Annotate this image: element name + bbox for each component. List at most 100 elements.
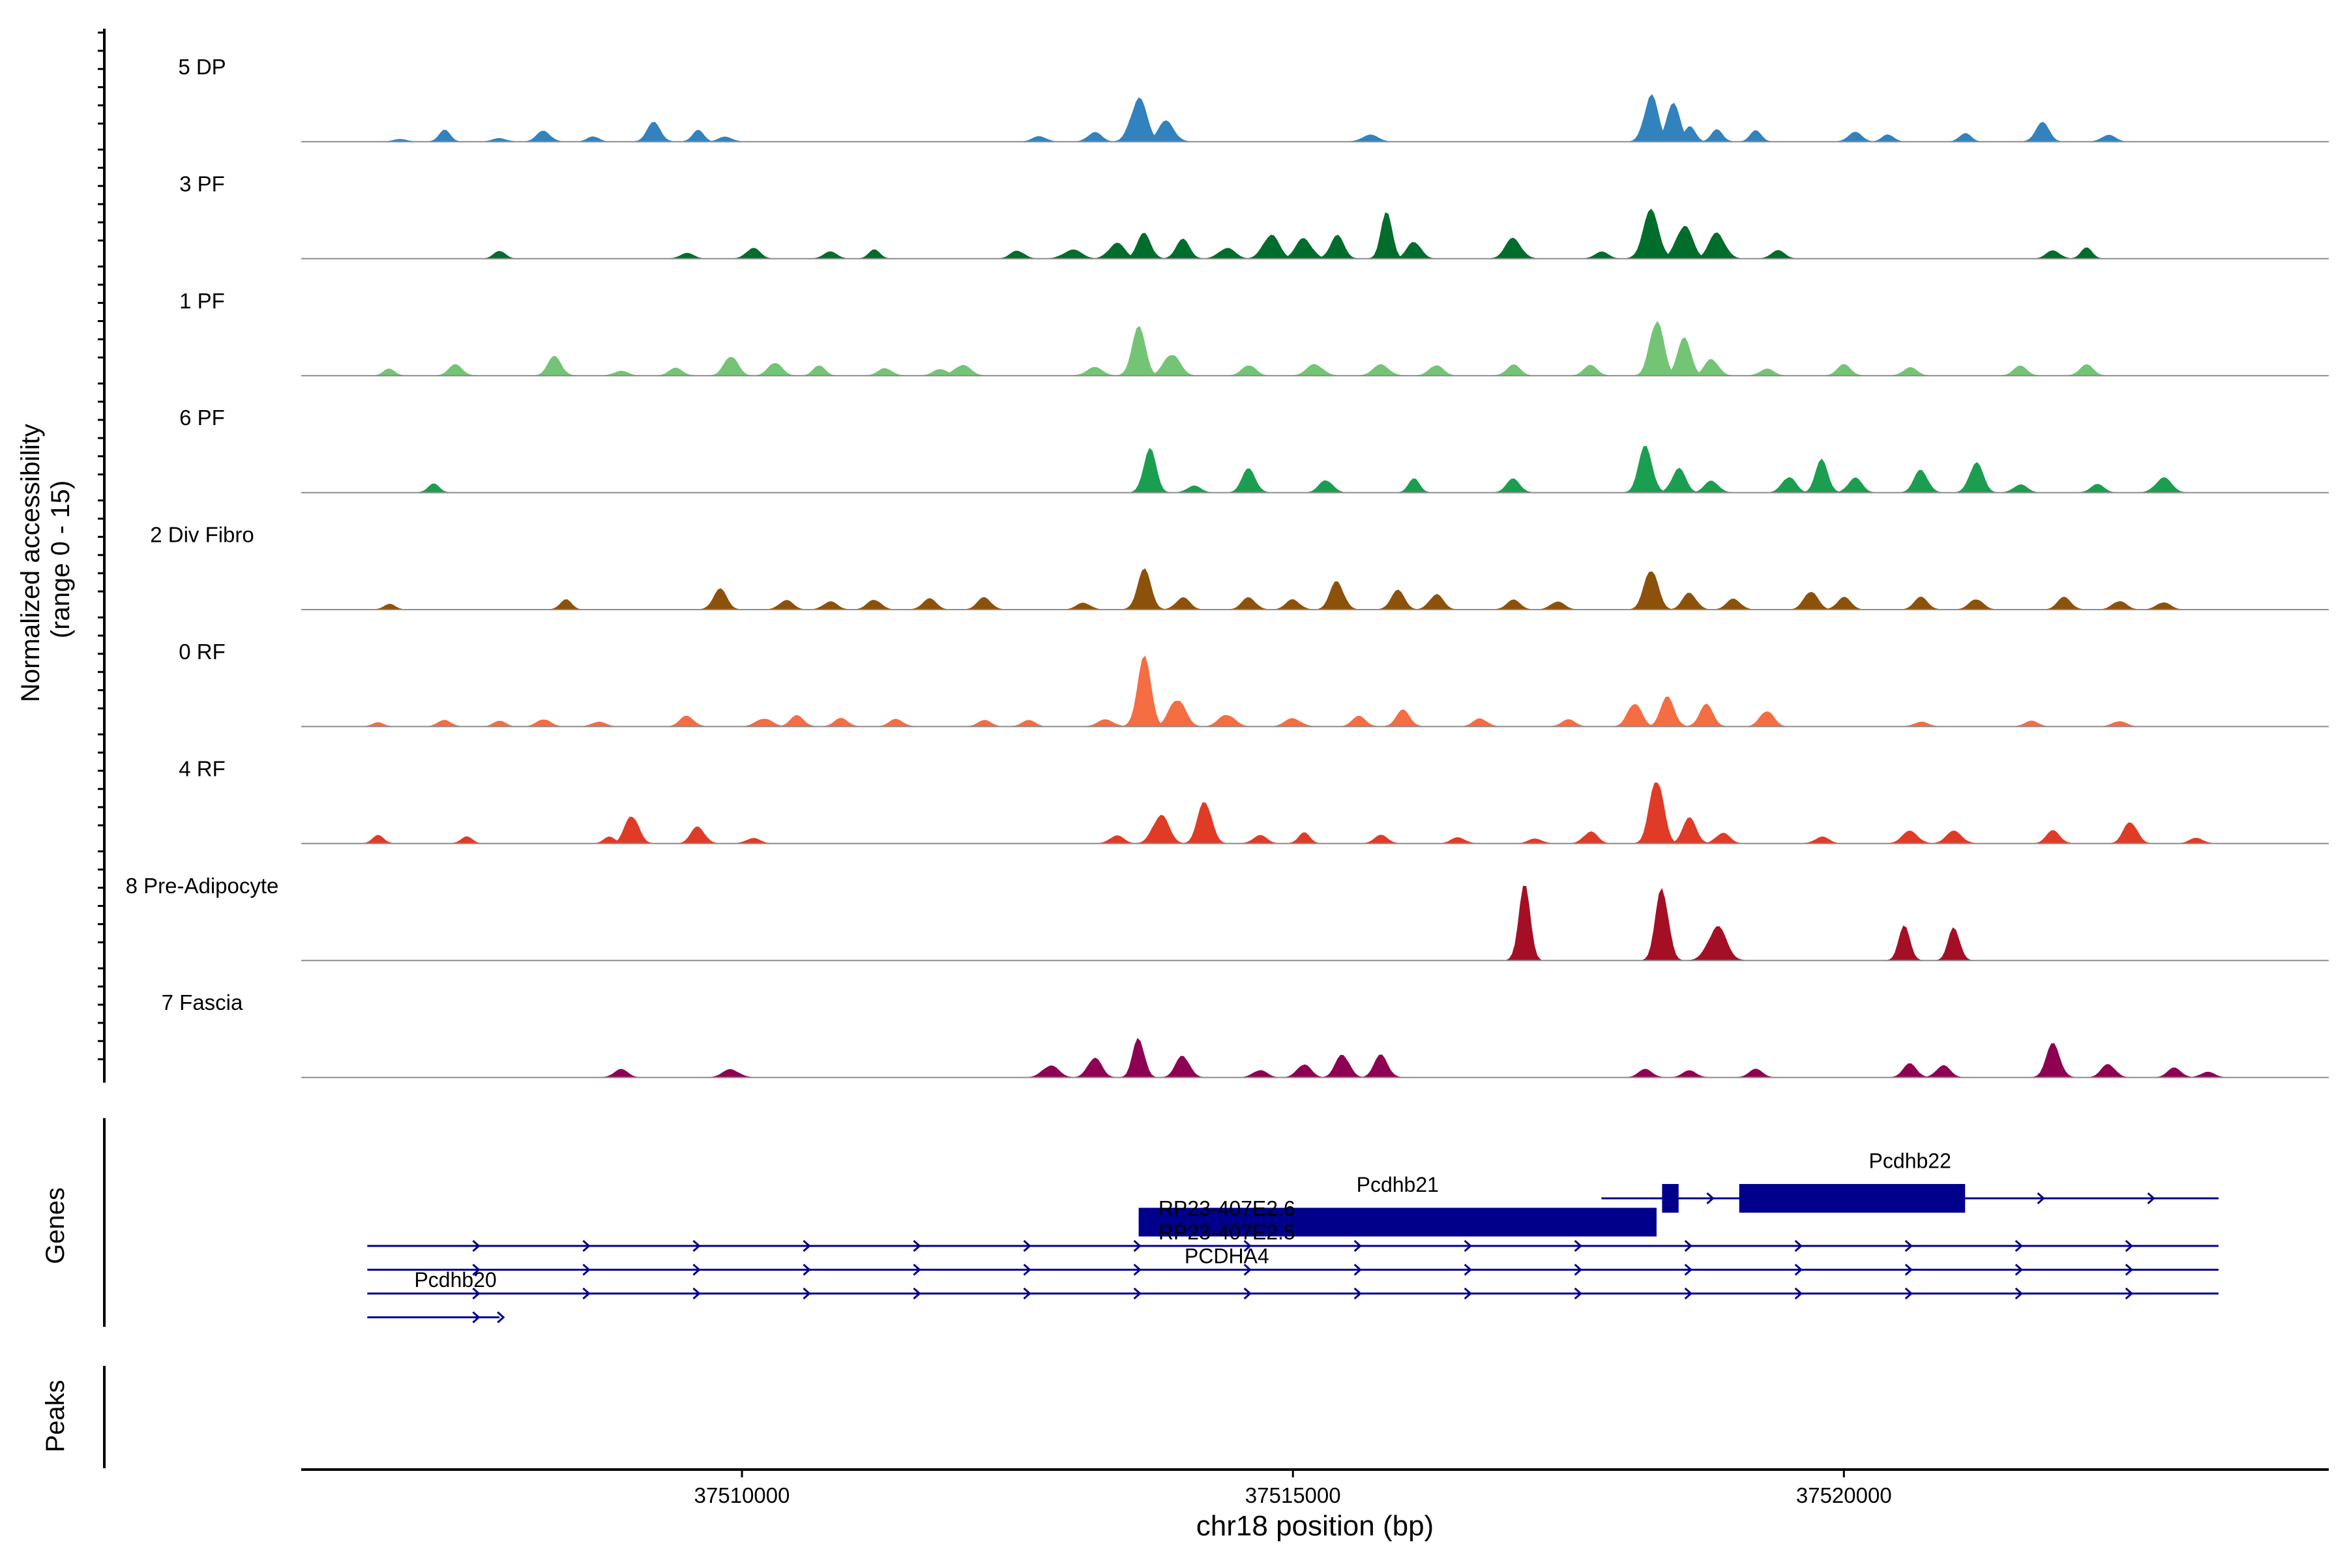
coverage-peak — [1007, 720, 1050, 727]
coverage-peak — [1929, 830, 1979, 844]
coverage-peak — [753, 362, 797, 376]
y-axis-label: Normalized accessibility (range 0 - 15) — [16, 417, 75, 702]
strand-arrow — [1023, 1264, 1031, 1276]
strand-arrow — [1574, 1264, 1582, 1276]
coverage-peak — [1321, 1054, 1364, 1078]
track-4-rf: 4 RF — [179, 756, 2329, 844]
coverage-peak — [1238, 835, 1281, 844]
coverage-peak — [1626, 209, 1676, 259]
strand-arrow — [472, 1287, 480, 1300]
coverage-peak — [2031, 830, 2074, 844]
strand-arrow — [2015, 1239, 2023, 1252]
coverage-peak — [599, 1069, 642, 1078]
coverage-peak — [1146, 355, 1197, 376]
coverage-peak — [1062, 602, 1105, 610]
coverage-peak — [1657, 467, 1700, 494]
coverage-peak — [422, 720, 466, 727]
coverage-peak — [1492, 478, 1535, 494]
coverage-peak — [2142, 602, 2185, 610]
coverage-peak — [1899, 597, 1943, 610]
strand-arrow — [582, 1287, 591, 1300]
coverage-peak — [1885, 830, 1935, 844]
coverage-peak — [1121, 1038, 1157, 1078]
coverage-peak — [2186, 1071, 2229, 1078]
coverage-peak — [808, 251, 851, 259]
coverage-peak — [1737, 130, 1774, 142]
strand-arrow — [2125, 1239, 2134, 1252]
coverage-peak — [698, 588, 741, 610]
coverage-peak — [481, 250, 518, 259]
coverage-peak — [1227, 597, 1271, 610]
coverage-peak — [996, 250, 1039, 259]
coverage-peak — [449, 836, 484, 844]
coverage-peak — [1095, 835, 1138, 844]
coverage-peak — [1701, 833, 1744, 844]
strand-arrow — [497, 1311, 505, 1324]
gene-exon — [1138, 1207, 1657, 1237]
coverage-peak — [2009, 720, 2053, 727]
coverage-peak — [1123, 233, 1166, 259]
strand-arrow — [1794, 1239, 1803, 1252]
strand-arrow — [1353, 1239, 1362, 1252]
coverage-peak — [2068, 247, 2104, 259]
coverage-peak — [1734, 1069, 1777, 1078]
strand-arrow — [472, 1239, 480, 1252]
coverage-peak — [1117, 325, 1160, 376]
coverage-peak — [1624, 445, 1667, 494]
coverage-peak — [533, 356, 576, 376]
coverage-peak — [1745, 711, 1788, 727]
strand-arrow — [913, 1287, 921, 1300]
coverage-peak — [963, 720, 1006, 727]
coverage-peak — [863, 368, 907, 376]
coverage-peak — [1026, 1065, 1076, 1078]
track-8-pre-adipocyte: 8 Pre-Adipocyte — [126, 874, 2329, 962]
coverage-peak — [1305, 480, 1348, 494]
coverage-peak — [1580, 251, 1623, 259]
coverage-peak — [1690, 481, 1733, 494]
coverage-peak — [1833, 477, 1876, 494]
coverage-peak — [1227, 468, 1271, 494]
coverage-peak — [739, 718, 789, 727]
coverage-peak — [1458, 718, 1502, 727]
coverage-peak — [1436, 837, 1480, 844]
strand-arrow — [913, 1264, 921, 1276]
coverage-peak — [704, 136, 747, 142]
strand-arrow — [1133, 1264, 1142, 1276]
strand-arrow — [1243, 1287, 1252, 1300]
coverage-peak — [1899, 469, 1943, 494]
coverage-peak — [1080, 719, 1130, 727]
strand-arrow — [1574, 1239, 1582, 1252]
coverage-peak — [415, 483, 451, 494]
coverage-peak — [2065, 364, 2108, 376]
coverage-peak — [1886, 925, 1923, 961]
gene-feature — [367, 1311, 505, 1324]
strand-arrow — [1023, 1287, 1031, 1300]
strand-arrow — [1243, 1264, 1252, 1276]
gene-label: RP23-407E2.5 — [1159, 1220, 1295, 1244]
coverage-peak — [1921, 1065, 1964, 1078]
coverage-peak — [1123, 568, 1166, 610]
strand-arrow — [1706, 1192, 1715, 1205]
track-label: 1 PF — [179, 289, 225, 313]
coverage-peak — [1345, 134, 1395, 142]
coverage-peak — [1629, 571, 1673, 610]
strand-arrow — [472, 1311, 480, 1324]
strand-arrow — [1133, 1287, 1142, 1300]
track-1-pf: 1 PF — [179, 289, 2329, 377]
coverage-peak — [1044, 249, 1101, 259]
coverage-peak — [2097, 600, 2141, 610]
coverage-peak — [1282, 1064, 1325, 1078]
coverage-peak — [801, 365, 837, 376]
coverage-peak — [1668, 817, 1711, 844]
coverage-peak — [1136, 814, 1186, 844]
coverage-peak — [2175, 838, 2218, 844]
coverage-peak — [1998, 365, 2042, 376]
coverage-peak — [1833, 131, 1876, 142]
coverage-peak — [1359, 835, 1402, 844]
coverage-peak — [1955, 462, 1998, 494]
gene-feature — [367, 1264, 2219, 1276]
coverage-peak — [1396, 478, 1432, 494]
track-label: 0 RF — [179, 640, 226, 664]
coverage-peak — [1506, 885, 1543, 961]
track-0-rf: 0 RF — [179, 640, 2329, 728]
